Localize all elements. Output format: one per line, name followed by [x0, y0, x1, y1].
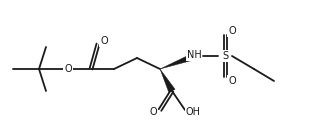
Text: O: O: [228, 76, 236, 86]
Text: O: O: [100, 36, 108, 46]
Polygon shape: [160, 53, 196, 69]
Text: O: O: [228, 26, 236, 36]
Text: O: O: [149, 107, 157, 117]
Text: OH: OH: [186, 107, 201, 117]
Text: NH: NH: [187, 50, 201, 60]
Text: S: S: [222, 51, 228, 61]
Text: O: O: [64, 64, 72, 74]
Polygon shape: [160, 69, 175, 93]
